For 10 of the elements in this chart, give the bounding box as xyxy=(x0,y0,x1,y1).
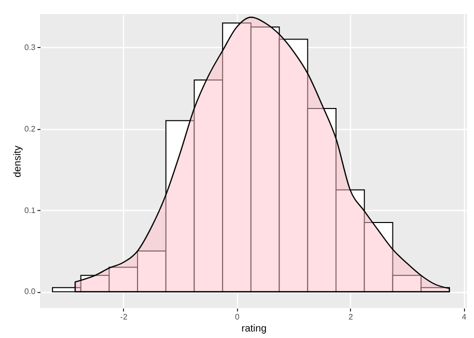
x-axis-title: rating xyxy=(241,324,267,334)
x-tick-label: 0 xyxy=(235,312,240,322)
y-tick-label: 0.3 xyxy=(24,42,36,52)
y-axis-title: density xyxy=(12,146,24,178)
y-tick-label: 0.1 xyxy=(24,206,36,215)
x-tick-label: 4 xyxy=(462,312,467,322)
x-tick-label: 2 xyxy=(348,312,354,322)
x-tick-label: -2 xyxy=(120,312,128,322)
y-tick-label: 0.0 xyxy=(24,287,36,296)
y-tick-label: 0.2 xyxy=(24,124,36,134)
